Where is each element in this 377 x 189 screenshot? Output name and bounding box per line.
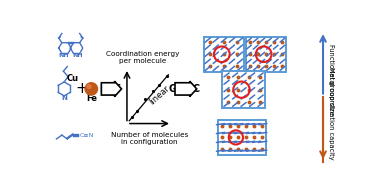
Text: Metal coordination capacity: Metal coordination capacity: [328, 67, 334, 160]
Text: NH: NH: [58, 53, 69, 58]
Bar: [222, 71, 265, 108]
Text: Number of molecules
in configuration: Number of molecules in configuration: [111, 132, 188, 146]
Circle shape: [85, 83, 98, 95]
Bar: [204, 36, 244, 72]
Text: Coordination energy
per molecule: Coordination energy per molecule: [106, 51, 179, 64]
FancyArrow shape: [175, 81, 197, 97]
Text: linear: linear: [147, 83, 171, 106]
Text: N: N: [61, 95, 67, 101]
Text: GCMC: GCMC: [168, 84, 200, 94]
Text: Functional group size: Functional group size: [328, 44, 334, 115]
Text: DFT: DFT: [99, 84, 121, 94]
Text: NH: NH: [73, 53, 83, 58]
Text: Fe: Fe: [86, 94, 97, 103]
Text: C≡N: C≡N: [80, 133, 94, 138]
Text: Cu: Cu: [67, 74, 79, 83]
Bar: [218, 120, 266, 155]
Circle shape: [87, 85, 91, 88]
Text: +: +: [76, 81, 88, 96]
FancyArrow shape: [101, 81, 121, 97]
Bar: [245, 36, 286, 72]
